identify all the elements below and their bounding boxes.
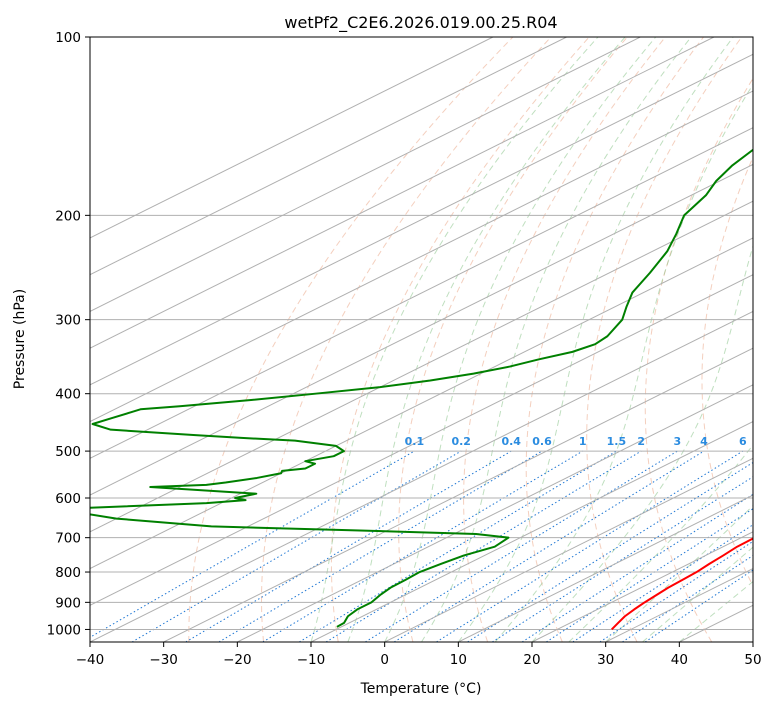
mixing-ratio-label: 0.1 [405, 435, 425, 448]
y-axis-label: Pressure (hPa) [12, 289, 28, 389]
dry-adiabat-line [525, 37, 704, 642]
y-tick-label: 200 [55, 208, 81, 224]
mixing-ratio-line [185, 450, 512, 642]
y-tick-label: 100 [55, 30, 81, 46]
isotherm-line [90, 53, 753, 386]
isotherm-line [90, 37, 715, 349]
isotherm-line [90, 274, 753, 606]
dry-adiabat-line [701, 156, 753, 587]
mixing-ratio-lines [90, 450, 753, 642]
y-tick-label: 700 [55, 531, 81, 547]
dry-adiabat-line [398, 37, 628, 642]
chart-title: wetPf2_C2E6.2026.019.00.25.R04 [284, 13, 557, 33]
mixing-ratio-line [325, 450, 642, 642]
x-tick-label: 40 [671, 652, 688, 668]
isotherm-line [90, 37, 641, 312]
dry-adiabat-line [644, 77, 753, 642]
moist-adiabat-line [494, 83, 753, 642]
moist-adiabat-line [421, 37, 692, 642]
isotherm-line [310, 421, 753, 642]
moist-adiabat-line [347, 37, 626, 642]
y-tick-label: 800 [55, 565, 81, 581]
isotherm-line [458, 494, 753, 642]
y-tick-label: 600 [55, 491, 81, 507]
mixing-ratio-label: 6 [739, 435, 747, 448]
x-tick-label: 30 [597, 652, 614, 668]
y-tick-label: 1000 [47, 622, 81, 638]
mixing-ratio-line [131, 450, 462, 642]
mixing-ratio-label: 1.5 [607, 435, 627, 448]
x-tick-label: −20 [223, 652, 252, 668]
isotherm-line [90, 237, 753, 570]
mixing-ratio-line [492, 476, 753, 642]
mixing-ratio-label: 3 [674, 435, 682, 448]
isotherm-line [384, 457, 753, 642]
x-tick-label: 20 [523, 652, 540, 668]
mixing-ratio-label: 2 [637, 435, 645, 448]
isotherm-line [90, 127, 753, 459]
mixing-ratio-line [644, 569, 753, 642]
mixing-ratio-label: 0.6 [532, 435, 552, 448]
mixing-ratio-labels: 0.10.20.40.611.52346810131620253036 [405, 435, 747, 448]
dry-adiabat-line [188, 37, 514, 642]
moist-adiabat-line [384, 37, 657, 642]
mixing-ratio-line [365, 450, 678, 642]
plot-frame [89, 36, 754, 643]
mixing-ratio-label: 4 [700, 435, 708, 448]
temperature-profile-line [610, 537, 753, 631]
x-tick-label: 10 [450, 652, 467, 668]
moist-adiabat-line [457, 37, 734, 642]
mixing-ratio-label: 1 [579, 435, 587, 448]
moist-adiabat-line [605, 504, 753, 642]
isotherm-line [90, 200, 753, 533]
isotherm-line [90, 90, 753, 423]
isotherm-line [531, 531, 753, 642]
isotherm-gridlines [90, 37, 753, 642]
mixing-ratio-line [393, 450, 705, 642]
dewpoint-profile-line [90, 148, 753, 628]
dry-adiabat-line [463, 37, 666, 642]
mixing-ratio-line [436, 450, 744, 642]
mixing-ratio-label: 0.4 [501, 435, 521, 448]
x-tick-label: 0 [380, 652, 389, 668]
x-tick-label: −40 [76, 652, 105, 668]
moist-adiabat-line [531, 244, 753, 642]
isobar-gridlines [90, 37, 753, 630]
dry-adiabat-line [261, 37, 552, 642]
y-tick-label: 500 [55, 444, 81, 460]
isotherm-line [237, 384, 753, 642]
y-axis-ticks: 100 200 300 400 500 600 700 800 900 1000 [47, 30, 90, 638]
isotherm-line [90, 163, 753, 496]
mixing-ratio-line [521, 493, 753, 642]
mixing-ratio-line [298, 450, 617, 642]
isotherm-line [90, 37, 494, 239]
x-axis-ticks: −40 −30 −20 −10 0 10 20 30 40 50 [76, 642, 762, 668]
dry-adiabat-line [586, 37, 743, 642]
isotherm-line [90, 310, 753, 642]
mixing-ratio-line [218, 450, 543, 642]
y-tick-label: 300 [55, 313, 81, 329]
isotherm-line [90, 37, 567, 276]
y-tick-label: 400 [55, 387, 81, 403]
y-tick-label: 900 [55, 595, 81, 611]
mixing-ratio-label: 0.2 [451, 435, 471, 448]
isotherm-line [163, 347, 753, 642]
x-tick-label: −10 [297, 652, 326, 668]
moist-adiabat-line [568, 444, 753, 642]
x-tick-label: −30 [149, 652, 178, 668]
x-tick-label: 50 [744, 652, 761, 668]
profile-series [90, 148, 753, 631]
moist-adiabat-line [642, 546, 753, 642]
plot-area: -100-90-80-70-60-50-40-30-20-10010203040… [90, 37, 753, 642]
x-axis-label: Temperature (°C) [360, 681, 482, 697]
